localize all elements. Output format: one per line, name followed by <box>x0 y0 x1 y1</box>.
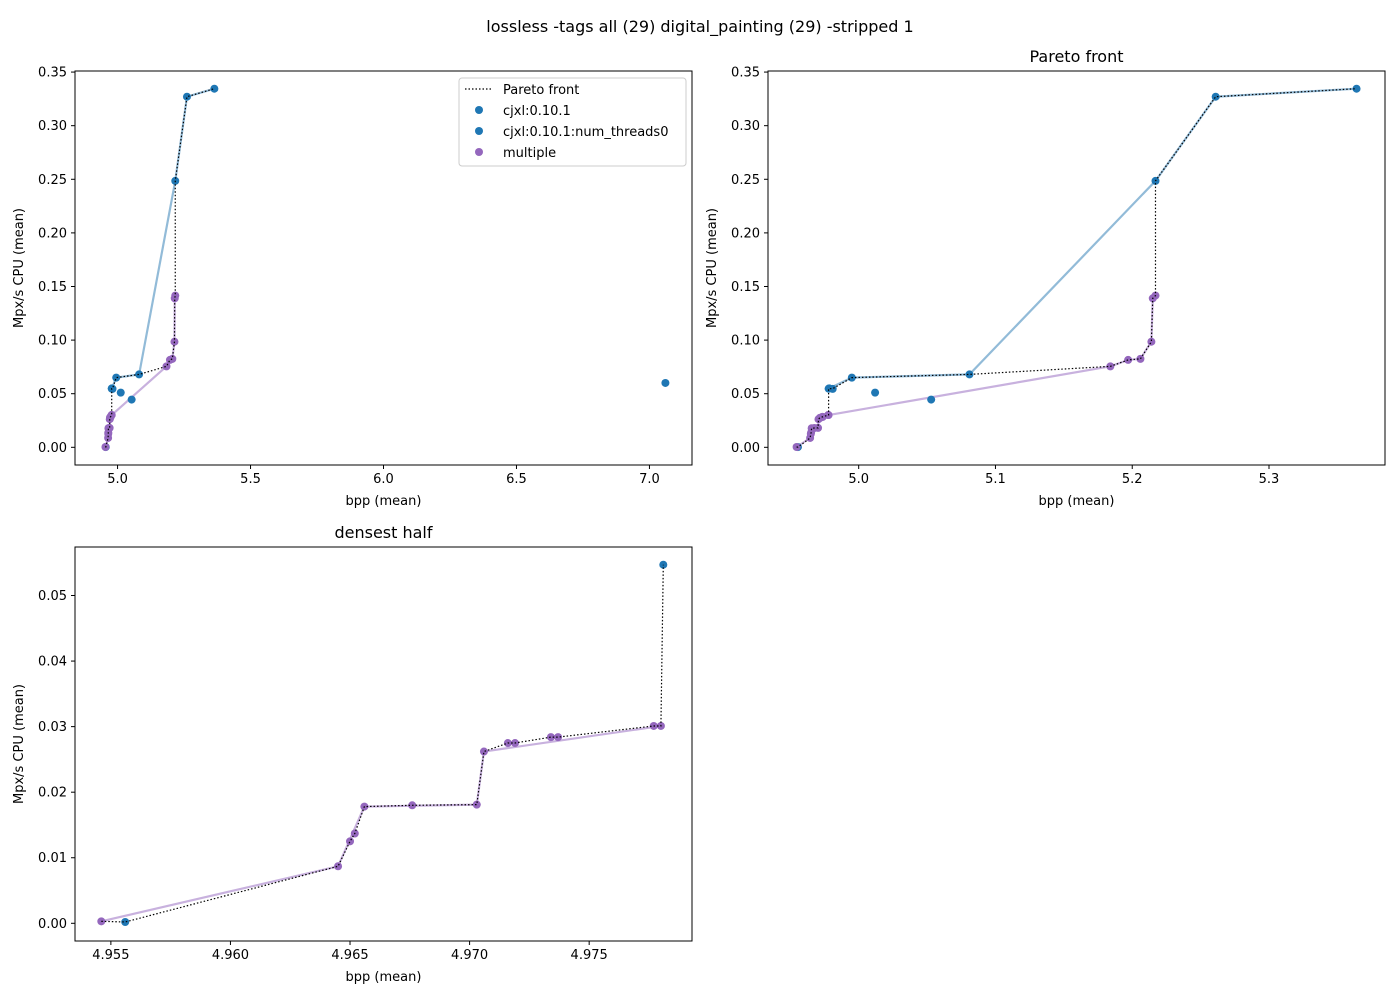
y-tick-label: 0.00 <box>38 917 67 932</box>
y-axis-label: Mpx/s CPU (mean) <box>12 684 27 804</box>
legend-marker-swatch <box>475 106 483 114</box>
chart-title: Pareto front <box>1029 47 1123 66</box>
data-point <box>828 384 837 393</box>
data-point <box>1136 354 1145 363</box>
x-tick-label: 6.5 <box>506 472 527 487</box>
data-point <box>108 384 117 393</box>
legend-entry-label: cjxl:0.10.1:num_threads0 <box>503 125 668 140</box>
data-point <box>661 378 670 387</box>
data-point <box>927 395 936 404</box>
x-tick-label: 4.960 <box>212 948 249 963</box>
y-tick-label: 0.00 <box>731 441 760 456</box>
y-tick-label: 0.10 <box>38 334 67 349</box>
data-point <box>210 84 219 93</box>
y-tick-label: 0.01 <box>38 851 67 866</box>
data-point <box>965 370 974 379</box>
data-point <box>472 800 481 809</box>
data-point <box>116 388 125 397</box>
x-tick-label: 7.0 <box>639 472 660 487</box>
plot-area <box>101 84 670 452</box>
data-point <box>182 92 191 101</box>
x-tick-label: 5.2 <box>1122 472 1143 487</box>
data-point <box>871 388 880 397</box>
data-point <box>1352 84 1361 93</box>
y-tick-label: 0.05 <box>731 387 760 402</box>
legend-marker-swatch <box>475 148 483 156</box>
figure-title: lossless -tags all (29) digital_painting… <box>486 17 914 36</box>
x-tick-label: 4.965 <box>331 948 368 963</box>
x-axis-label: bpp (mean) <box>346 970 422 985</box>
x-tick-label: 5.0 <box>848 472 869 487</box>
data-point <box>479 747 488 756</box>
y-tick-label: 0.20 <box>38 226 67 241</box>
x-tick-label: 6.0 <box>373 472 394 487</box>
chart-title: densest half <box>334 523 432 542</box>
data-point <box>554 733 563 742</box>
pareto-front-line <box>101 564 664 923</box>
data-point <box>168 354 177 363</box>
x-tick-label: 4.975 <box>571 948 608 963</box>
y-tick-label: 0.35 <box>731 66 760 81</box>
data-point <box>334 862 343 871</box>
y-tick-label: 0.00 <box>38 441 67 456</box>
data-point <box>135 370 144 379</box>
x-tick-label: 5.5 <box>240 472 261 487</box>
y-tick-label: 0.30 <box>731 119 760 134</box>
chart-panel-densest-half: 4.955 4.960 4.965 4.970 4.975 0.00 0.01 0.02 0.0… <box>12 523 693 985</box>
y-tick-label: 0.35 <box>38 66 67 81</box>
data-point <box>162 362 171 371</box>
series-line <box>101 724 662 923</box>
y-axis-label: Mpx/s CPU (mean) <box>705 208 720 328</box>
legend-frame <box>458 77 687 167</box>
y-tick-label: 0.15 <box>731 280 760 295</box>
y-tick-label: 0.15 <box>38 280 67 295</box>
legend: Pareto front cjxl:0.10.1 cjxl:0.10.1:num_t… <box>458 77 687 167</box>
x-tick-label: 4.970 <box>451 948 488 963</box>
y-axis-label: Mpx/s CPU (mean) <box>12 208 27 328</box>
legend-entry-label: Pareto front <box>503 83 579 98</box>
data-point <box>171 291 180 300</box>
y-tick-label: 0.25 <box>731 173 760 188</box>
x-axis-label: bpp (mean) <box>1039 494 1115 509</box>
plot-area <box>792 84 1361 452</box>
data-point <box>127 395 136 404</box>
legend-entry-label: cjxl:0.10.1 <box>503 104 571 119</box>
x-tick-label: 5.1 <box>985 472 1006 487</box>
series-line <box>795 294 1157 448</box>
y-tick-label: 0.04 <box>38 655 67 670</box>
chart-panel-pareto: 5.0 5.1 5.2 5.3 0.00 0.05 0.10 0.15 0.20 0.25 0.30… <box>705 47 1386 509</box>
legend-entry-label: multiple <box>503 146 556 161</box>
x-axis-label: bpp (mean) <box>346 494 422 509</box>
series-line <box>828 87 1357 390</box>
plot-frame <box>74 70 693 466</box>
x-tick-label: 5.3 <box>1259 472 1280 487</box>
data-point <box>1147 337 1156 346</box>
y-tick-label: 0.05 <box>38 589 67 604</box>
data-point <box>546 733 555 742</box>
y-tick-label: 0.25 <box>38 173 67 188</box>
data-point <box>107 411 116 420</box>
chart-panel-overview: 5.0 5.5 6.0 6.5 7.0 0.00 0.05 0.10 0.15 0.20 0.25 0… <box>12 66 693 509</box>
series-line <box>110 87 215 390</box>
data-point <box>112 373 121 382</box>
plot-frame <box>74 546 693 942</box>
data-point <box>121 917 130 926</box>
x-tick-label: 5.0 <box>107 472 128 487</box>
y-tick-label: 0.10 <box>731 334 760 349</box>
legend-marker-swatch <box>475 127 483 135</box>
pareto-front-line <box>796 88 1357 448</box>
y-tick-label: 0.03 <box>38 720 67 735</box>
data-point <box>105 423 114 432</box>
x-tick-label: 4.955 <box>92 948 129 963</box>
plot-frame <box>767 70 1386 466</box>
data-point <box>1124 355 1133 364</box>
y-tick-label: 0.05 <box>38 387 67 402</box>
data-point <box>1211 92 1220 101</box>
data-point <box>346 837 355 846</box>
plot-area <box>97 560 668 926</box>
y-tick-label: 0.20 <box>731 226 760 241</box>
y-tick-label: 0.02 <box>38 786 67 801</box>
y-tick-label: 0.30 <box>38 119 67 134</box>
